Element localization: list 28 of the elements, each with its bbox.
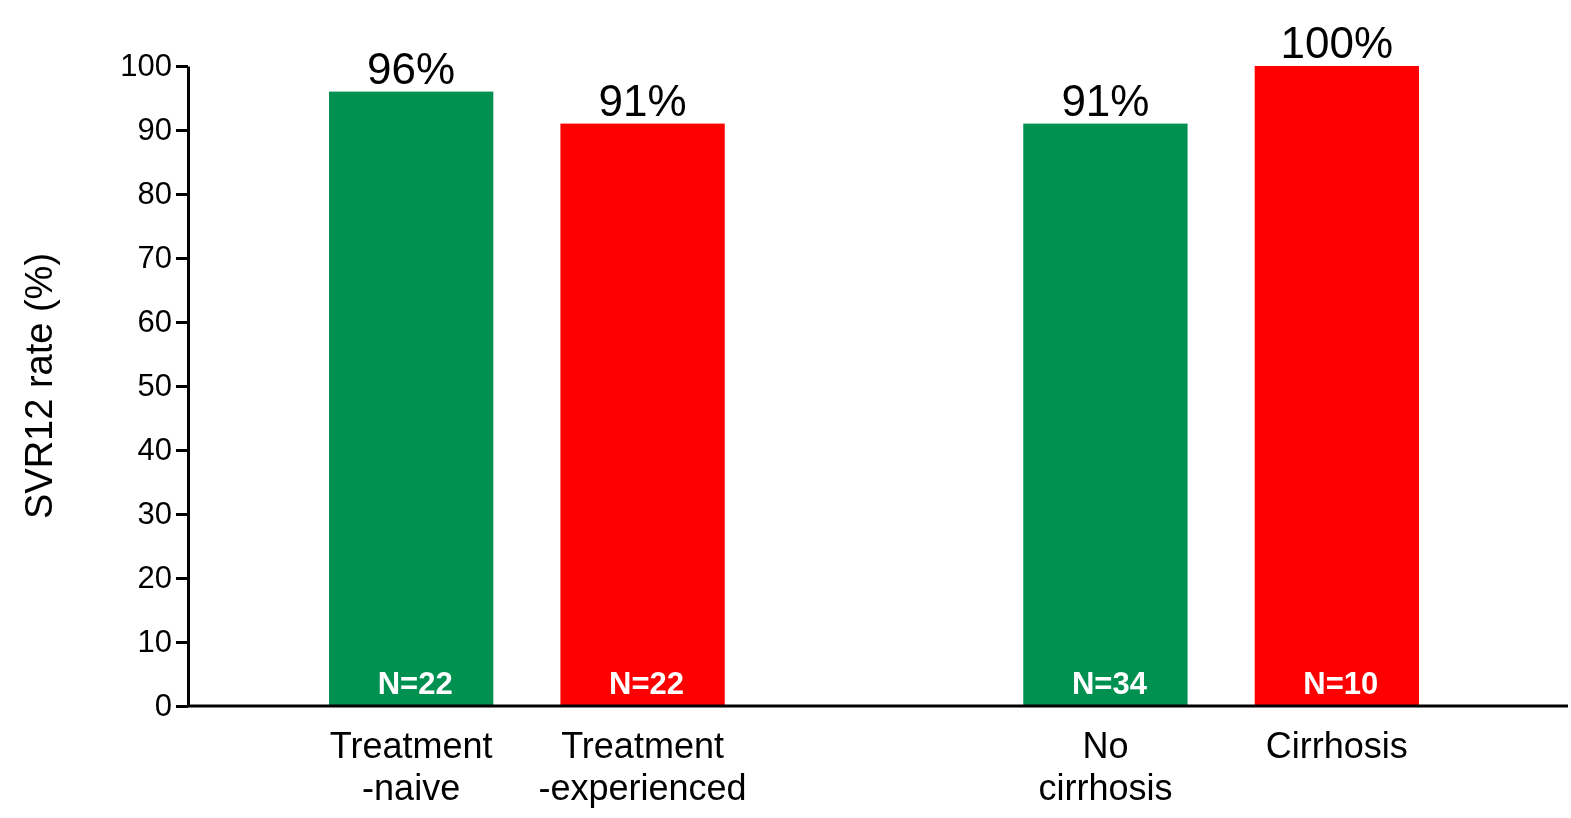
y-tick-label: 100 [120, 48, 172, 84]
annotation: N=34 [1071, 666, 1148, 701]
data-label: 91% [1061, 75, 1150, 125]
y-tick-label: 70 [137, 240, 172, 276]
y-tick-label: 20 [137, 560, 172, 596]
annotation: N=22 [377, 666, 453, 701]
annotation: N=22 [609, 666, 685, 701]
x-tick-label: Treatment -naive [329, 725, 493, 808]
x-tick-label: Treatment -experienced [538, 725, 747, 808]
y-tick-label: 10 [137, 624, 172, 660]
y-tick-label: 90 [137, 112, 172, 148]
y-tick-label: 30 [137, 496, 172, 532]
y-tick-label: 0 [154, 688, 172, 724]
bar [329, 91, 494, 706]
bar [1023, 123, 1188, 706]
y-axis-title: SVR12 rate (%) [18, 252, 60, 520]
x-tick-label: Cirrhosis [1265, 725, 1408, 766]
bar [560, 123, 725, 706]
annotation: N=10 [1303, 666, 1379, 701]
y-tick-label: 40 [137, 432, 172, 468]
data-label: 100% [1280, 18, 1394, 67]
data-label: 96% [367, 43, 456, 93]
y-tick-label: 80 [137, 176, 172, 212]
data-label: 91% [598, 75, 687, 125]
y-tick-label: 60 [137, 304, 172, 340]
bar [1254, 66, 1419, 706]
x-tick-label: No cirrhosis [1038, 725, 1173, 808]
y-tick-label: 50 [137, 368, 172, 404]
